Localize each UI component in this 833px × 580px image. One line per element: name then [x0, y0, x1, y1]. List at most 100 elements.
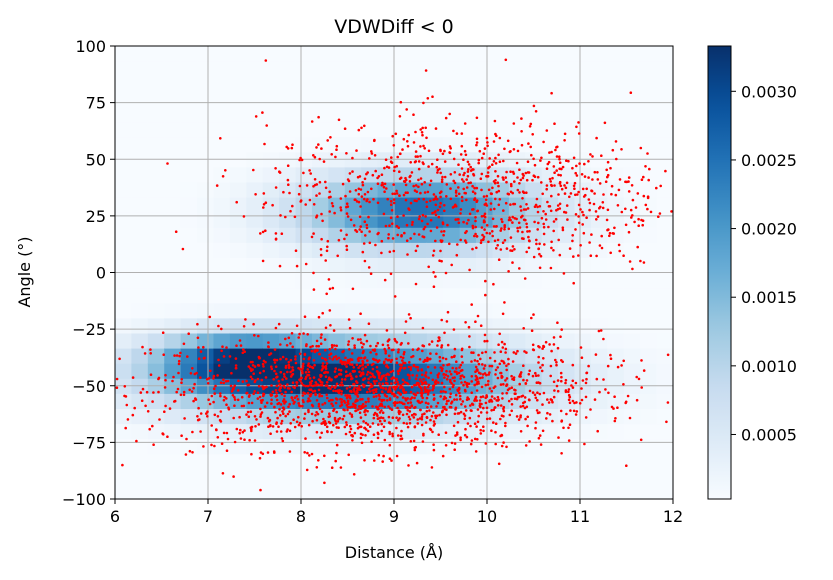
- scatter-point: [361, 363, 364, 367]
- heatmap-cell: [279, 91, 297, 107]
- heatmap-cell: [262, 468, 280, 485]
- heatmap-cell: [295, 287, 313, 304]
- heatmap-cell: [115, 212, 133, 228]
- scatter-point: [566, 218, 569, 221]
- scatter-point: [148, 427, 151, 431]
- scatter-point: [272, 450, 276, 453]
- heatmap-cell: [656, 181, 674, 198]
- scatter-point: [320, 369, 324, 372]
- scatter-point: [455, 431, 459, 434]
- scatter-point: [331, 358, 335, 361]
- scatter-point: [378, 397, 381, 401]
- scatter-point: [321, 403, 324, 406]
- scatter-point: [363, 259, 367, 263]
- heatmap-cell: [229, 272, 247, 289]
- scatter-point: [453, 171, 457, 174]
- scatter-point: [419, 145, 422, 148]
- scatter-point: [309, 388, 313, 392]
- scatter-point: [550, 194, 553, 198]
- scatter-point: [328, 353, 331, 357]
- heatmap-cell: [115, 438, 133, 455]
- scatter-point: [222, 431, 226, 435]
- heatmap-cell: [525, 287, 543, 304]
- scatter-point: [463, 414, 467, 417]
- heatmap-cell: [656, 106, 674, 123]
- scatter-point: [413, 189, 417, 192]
- scatter-point: [432, 393, 436, 397]
- scatter-point: [516, 188, 520, 192]
- heatmap-cell: [640, 46, 658, 62]
- scatter-point: [605, 218, 609, 222]
- scatter-point: [306, 384, 310, 388]
- heatmap-cell: [197, 317, 215, 334]
- scatter-point: [339, 197, 343, 200]
- heatmap-cell: [311, 272, 329, 289]
- scatter-point: [571, 399, 575, 403]
- scatter-point: [388, 250, 392, 254]
- scatter-point: [459, 397, 462, 401]
- scatter-point: [518, 191, 521, 194]
- scatter-point: [438, 205, 442, 209]
- heatmap-cell: [640, 181, 658, 198]
- heatmap-cell: [443, 106, 461, 123]
- heatmap-cell: [607, 287, 625, 304]
- heatmap-cell: [295, 453, 313, 470]
- heatmap-cell: [590, 423, 608, 440]
- heatmap-cell: [147, 408, 165, 425]
- scatter-point: [416, 369, 420, 372]
- scatter-point: [396, 370, 400, 373]
- scatter-point: [467, 168, 470, 171]
- scatter-point: [257, 384, 261, 388]
- scatter-point: [610, 405, 614, 409]
- scatter-point: [455, 194, 458, 197]
- scatter-point: [506, 388, 510, 392]
- scatter-point: [465, 186, 469, 189]
- scatter-point: [321, 356, 324, 360]
- scatter-point: [213, 413, 217, 417]
- heatmap-cell: [180, 423, 198, 440]
- scatter-point: [424, 401, 428, 405]
- scatter-point: [473, 422, 477, 426]
- scatter-point: [330, 385, 334, 389]
- heatmap-cell: [656, 287, 674, 304]
- scatter-point: [212, 377, 215, 380]
- scatter-point: [432, 285, 436, 289]
- scatter-point: [558, 161, 562, 164]
- heatmap-cell: [213, 423, 231, 440]
- scatter-point: [401, 148, 404, 151]
- scatter-point: [360, 230, 363, 233]
- heatmap-cell: [541, 106, 559, 123]
- scatter-point: [417, 197, 421, 201]
- scatter-point: [485, 411, 489, 414]
- heatmap-cell: [410, 91, 428, 107]
- scatter-point: [359, 188, 363, 191]
- scatter-point: [483, 147, 487, 150]
- scatter-point: [329, 324, 332, 327]
- scatter-point: [481, 238, 485, 242]
- scatter-point: [343, 127, 347, 130]
- scatter-point: [526, 207, 530, 210]
- heatmap-cell: [295, 468, 313, 485]
- scatter-point: [385, 187, 388, 190]
- scatter-point: [287, 183, 290, 186]
- scatter-point: [281, 378, 284, 381]
- scatter-point: [581, 187, 585, 191]
- scatter-point: [493, 207, 496, 211]
- scatter-point: [298, 421, 302, 425]
- scatter-point: [484, 279, 487, 283]
- heatmap-cell: [213, 76, 231, 92]
- heatmap-cell: [328, 166, 346, 183]
- heatmap-cell: [476, 181, 494, 198]
- heatmap-cell: [541, 408, 559, 425]
- heatmap-cell: [590, 61, 608, 77]
- scatter-point: [381, 411, 385, 415]
- scatter-point: [381, 460, 385, 463]
- scatter-point: [300, 425, 304, 428]
- heatmap-cell: [623, 438, 641, 455]
- heatmap-cell: [262, 136, 280, 153]
- scatter-point: [563, 132, 567, 136]
- heatmap-cell: [590, 468, 608, 485]
- scatter-point: [407, 415, 411, 419]
- scatter-point: [310, 349, 314, 353]
- heatmap-cell: [410, 121, 428, 138]
